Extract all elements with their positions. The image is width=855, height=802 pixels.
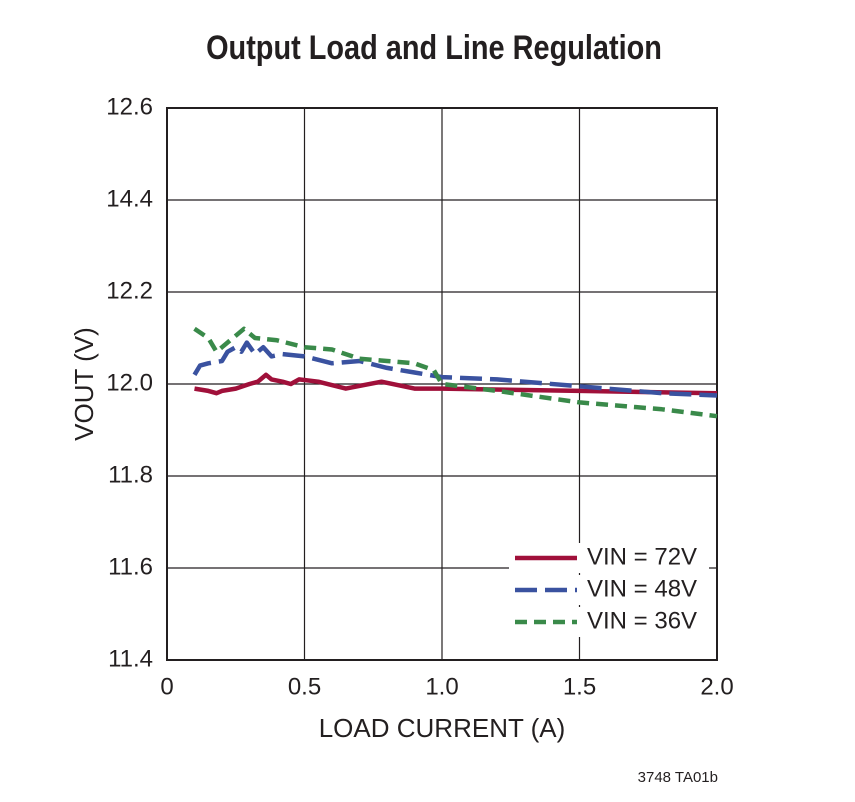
- x-axis-label: LOAD CURRENT (A): [319, 713, 566, 743]
- y-axis-label: VOUT (V): [69, 327, 99, 441]
- y-tick-label: 12.6: [106, 93, 153, 120]
- y-tick-label: 12.2: [106, 277, 153, 304]
- legend-label: VIN = 72V: [587, 543, 697, 570]
- x-tick-label: 1.0: [425, 673, 458, 700]
- y-tick-label: 14.4: [106, 185, 153, 212]
- y-tick-label: 12.0: [106, 369, 153, 396]
- legend-bg: [509, 575, 709, 605]
- legend-label: VIN = 36V: [587, 607, 697, 634]
- y-tick-label: 11.4: [108, 645, 153, 672]
- data-line: [192, 340, 718, 398]
- y-tick-label: 11.6: [108, 553, 153, 580]
- chart-title: Output Load and Line Regulation: [206, 28, 662, 67]
- plot-frame: [166, 107, 718, 661]
- footnote: 3748 TA01b: [638, 769, 718, 786]
- data-line: [193, 326, 718, 419]
- legend-label: VIN = 48V: [587, 575, 697, 602]
- data-line: [194, 372, 718, 396]
- x-tick-label: 2.0: [700, 673, 733, 700]
- y-tick-label: 11.8: [108, 461, 153, 488]
- x-tick-label: 1.5: [563, 673, 596, 700]
- x-tick-label: 0: [160, 673, 173, 700]
- x-tick-label: 0.5: [288, 673, 321, 700]
